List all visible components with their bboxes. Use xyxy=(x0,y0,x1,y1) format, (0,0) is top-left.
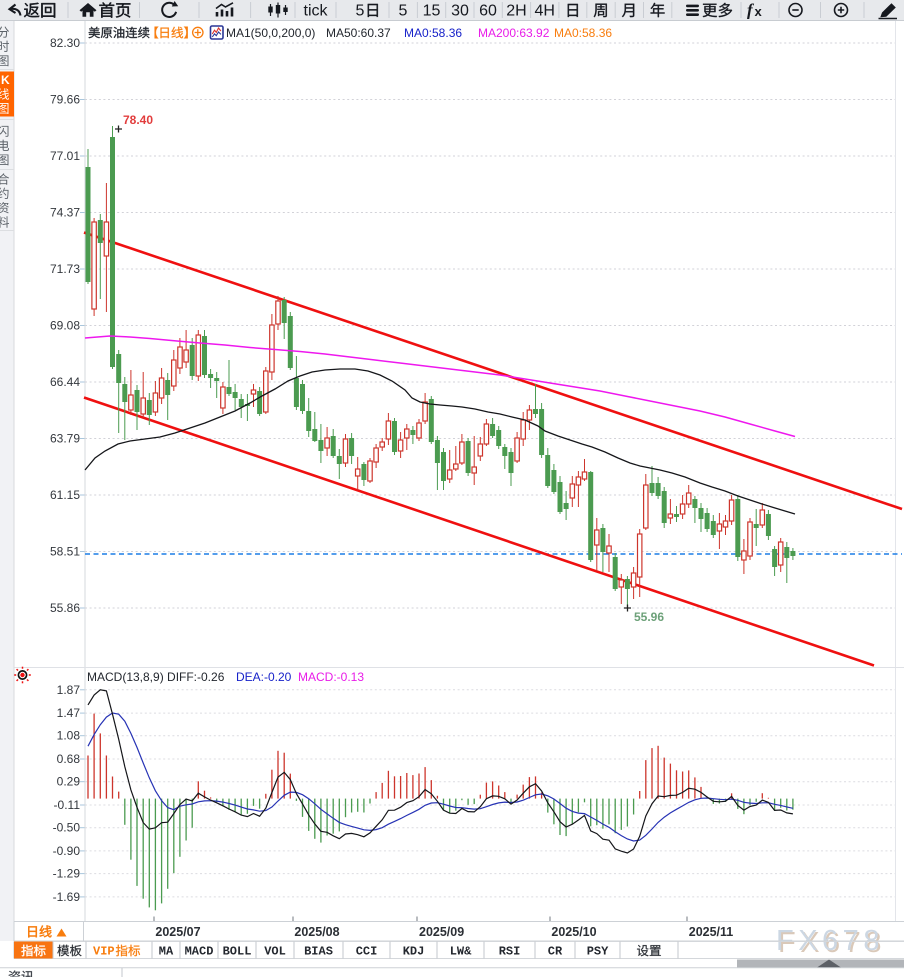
svg-text:x: x xyxy=(755,4,763,19)
svg-text:79.66: 79.66 xyxy=(50,93,80,107)
svg-text:2H: 2H xyxy=(506,3,526,20)
svg-text:15: 15 xyxy=(423,3,441,20)
svg-text:0.29: 0.29 xyxy=(57,775,81,789)
svg-text:-0.50: -0.50 xyxy=(53,821,81,835)
svg-text:77.01: 77.01 xyxy=(50,149,80,163)
svg-text:55.86: 55.86 xyxy=(50,601,80,615)
svg-text:0.68: 0.68 xyxy=(57,752,81,766)
svg-text:5: 5 xyxy=(399,3,408,20)
svg-text:MA50:60.37: MA50:60.37 xyxy=(326,26,391,40)
svg-text:78.40: 78.40 xyxy=(123,113,153,127)
svg-text:VIP: VIP xyxy=(93,945,115,959)
svg-text:-0.11: -0.11 xyxy=(54,798,81,812)
svg-text:30: 30 xyxy=(451,3,469,20)
svg-text:2025/11: 2025/11 xyxy=(689,925,734,939)
svg-text:f: f xyxy=(747,1,755,20)
svg-text:1.87: 1.87 xyxy=(57,683,81,697)
svg-text:CR: CR xyxy=(548,945,563,959)
svg-text:CCI: CCI xyxy=(356,945,378,959)
svg-text:tick: tick xyxy=(304,3,329,20)
svg-text:1.47: 1.47 xyxy=(57,706,81,720)
svg-text:MA1(50,0,200,0): MA1(50,0,200,0) xyxy=(226,26,315,40)
svg-text:MACD(13,8,9) DIFF:-0.26: MACD(13,8,9) DIFF:-0.26 xyxy=(87,670,225,684)
svg-text:61.15: 61.15 xyxy=(50,488,80,502)
svg-text:-0.90: -0.90 xyxy=(53,844,81,858)
svg-text:69.08: 69.08 xyxy=(50,319,80,333)
svg-text:K: K xyxy=(1,73,10,87)
svg-text:66.44: 66.44 xyxy=(50,375,80,389)
svg-text:DEA:-0.20: DEA:-0.20 xyxy=(236,670,292,684)
svg-text:74.37: 74.37 xyxy=(50,206,80,220)
svg-text:60: 60 xyxy=(479,3,497,20)
svg-text:2025/10: 2025/10 xyxy=(551,925,596,939)
svg-text:55.96: 55.96 xyxy=(634,610,664,624)
svg-text:FX678: FX678 xyxy=(778,927,886,959)
svg-text:RSI: RSI xyxy=(499,945,521,959)
svg-text:MACD: MACD xyxy=(185,945,214,959)
svg-text:MACD:-0.13: MACD:-0.13 xyxy=(298,670,364,684)
svg-text:MA: MA xyxy=(159,945,174,959)
svg-text:BIAS: BIAS xyxy=(304,945,333,959)
svg-text:LW&: LW& xyxy=(450,945,472,959)
svg-text:2025/08: 2025/08 xyxy=(294,925,339,939)
svg-text:71.73: 71.73 xyxy=(50,262,80,276)
svg-text:4H: 4H xyxy=(534,3,554,20)
svg-text:MA0:58.36: MA0:58.36 xyxy=(404,26,462,40)
svg-text:63.79: 63.79 xyxy=(50,432,80,446)
svg-text:PSY: PSY xyxy=(587,945,609,959)
svg-text:BOLL: BOLL xyxy=(223,945,252,959)
svg-text:KDJ: KDJ xyxy=(403,945,425,959)
svg-text:2025/07: 2025/07 xyxy=(155,925,200,939)
svg-text:MA0:58.36: MA0:58.36 xyxy=(554,26,612,40)
svg-text:MA200:63.92: MA200:63.92 xyxy=(478,26,550,40)
svg-text:2025/09: 2025/09 xyxy=(419,925,464,939)
svg-text:5: 5 xyxy=(356,3,365,20)
svg-text:VOL: VOL xyxy=(264,945,286,959)
svg-text:-1.29: -1.29 xyxy=(53,867,81,881)
svg-text:82.30: 82.30 xyxy=(50,36,80,50)
svg-text:1.08: 1.08 xyxy=(57,729,81,743)
svg-text:-1.69: -1.69 xyxy=(53,890,81,904)
svg-text:58.51: 58.51 xyxy=(50,545,80,559)
